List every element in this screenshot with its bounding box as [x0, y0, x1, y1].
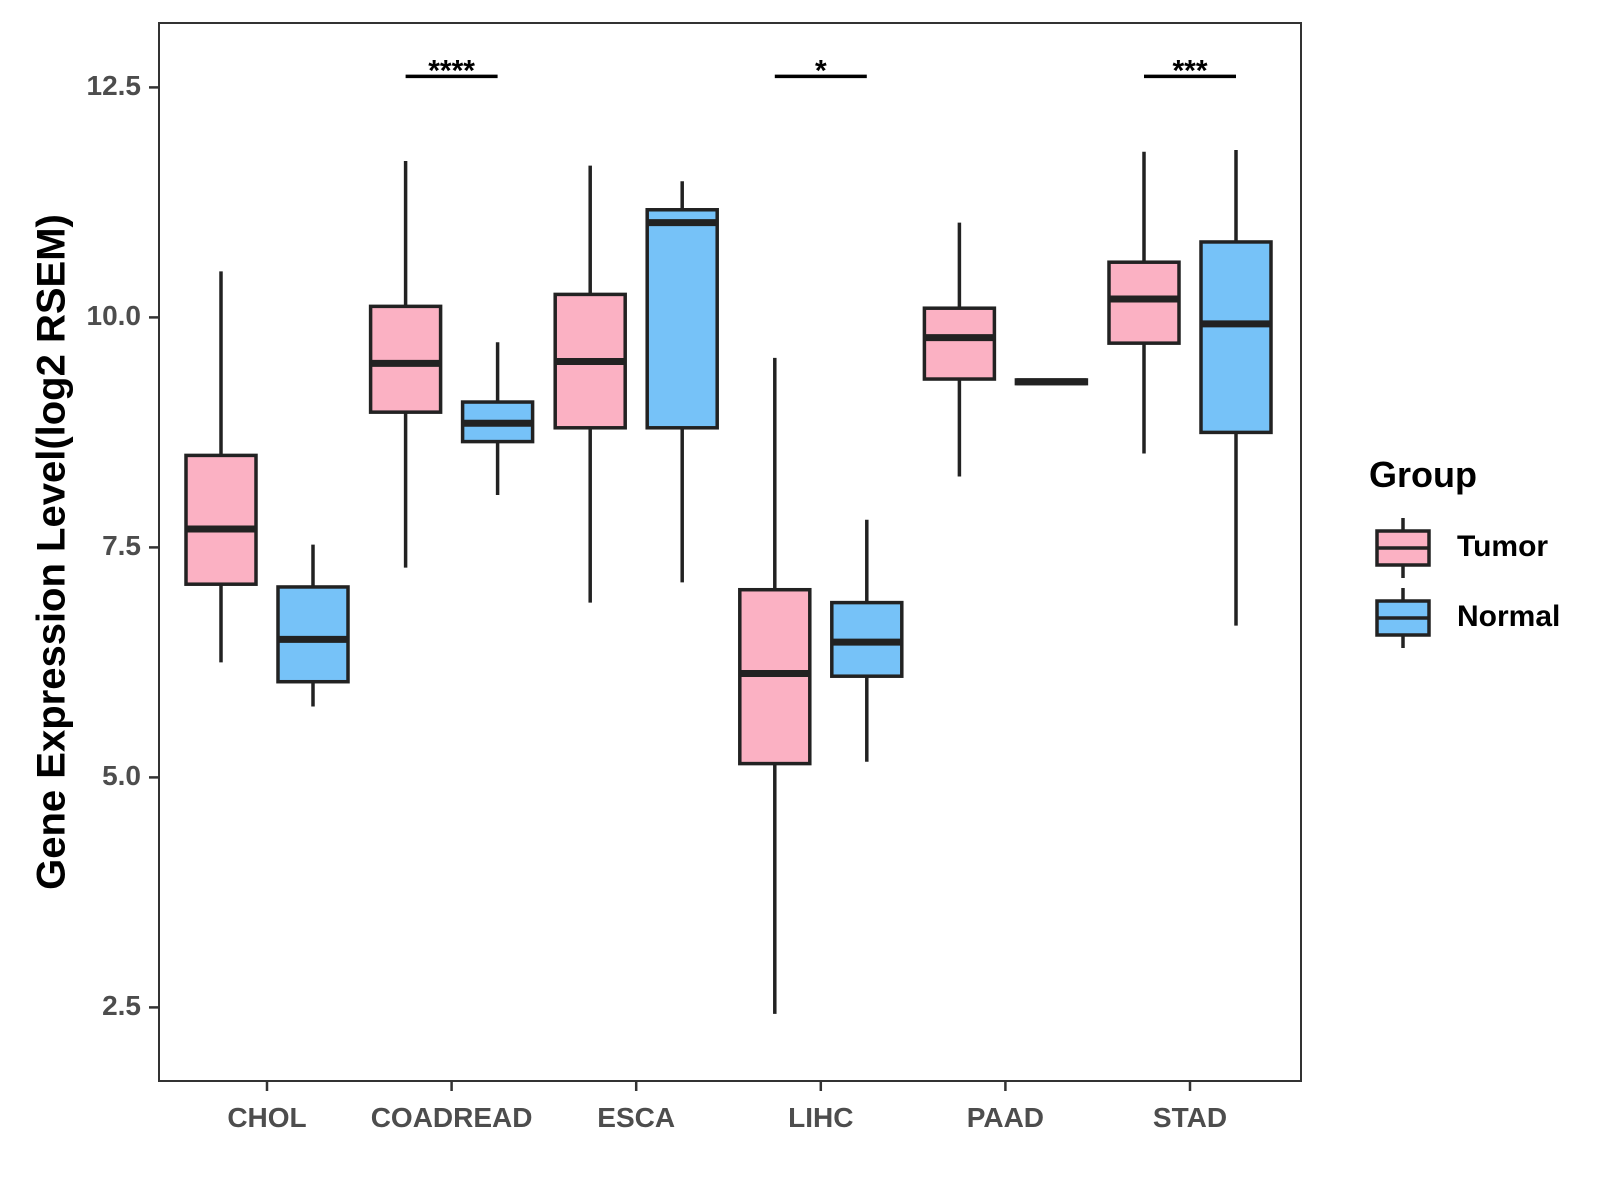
legend-title: Group	[1369, 454, 1477, 495]
y-tick-label: 2.5	[102, 990, 141, 1021]
significance-label: ***	[1172, 54, 1207, 87]
boxplot-normal-paad	[1014, 378, 1089, 386]
boxplot-normal-esca	[645, 181, 719, 583]
significance-label: ****	[428, 54, 475, 87]
box	[922, 306, 997, 381]
x-tick-label: ESCA	[597, 1102, 675, 1133]
y-axis-title: Gene Expression Level(log2 RSEM)	[30, 214, 74, 890]
x-tick-label: CHOL	[227, 1102, 306, 1133]
legend-label: Normal	[1457, 600, 1560, 633]
y-tick-label: 10.0	[87, 300, 142, 331]
chart-marks: 2.5 5.0 7.5 10.0 12.5 CHOL COADREAD ESCA LIHC PAA…	[87, 54, 1273, 1133]
legend: Group Tumor Normal	[1369, 454, 1560, 648]
box	[184, 453, 258, 586]
box	[1199, 240, 1273, 435]
x-tick-label: STAD	[1153, 1102, 1227, 1133]
legend-label: Tumor	[1457, 530, 1548, 563]
boxplot-tumor-paad	[922, 222, 997, 477]
boxplot-tumor-stad	[1107, 151, 1181, 454]
box	[276, 585, 350, 684]
boxplot-normal-coadread	[460, 342, 535, 495]
boxplot-tumor-coadread	[368, 161, 443, 568]
boxplot-normal-stad	[1199, 149, 1273, 626]
plot-panel	[158, 22, 1302, 1082]
box	[1107, 260, 1181, 345]
x-tick-label: COADREAD	[371, 1102, 533, 1133]
significance-label: *	[815, 54, 827, 87]
box	[368, 304, 443, 414]
y-tick-label: 7.5	[102, 530, 141, 561]
boxplot-tumor-chol	[184, 271, 258, 663]
x-tick-label: LIHC	[788, 1102, 853, 1133]
y-tick-label: 5.0	[102, 760, 141, 791]
legend-item-normal: Normal	[1375, 588, 1560, 648]
y-tick-label: 12.5	[87, 70, 142, 101]
x-tick-label: PAAD	[967, 1102, 1044, 1133]
boxplot-normal-chol	[276, 544, 350, 707]
box	[645, 208, 719, 430]
boxplot-tumor-lihc	[738, 357, 812, 1014]
boxplot-tumor-esca	[553, 165, 627, 603]
boxplot-normal-lihc	[830, 519, 904, 762]
legend-item-tumor: Tumor	[1375, 518, 1548, 578]
